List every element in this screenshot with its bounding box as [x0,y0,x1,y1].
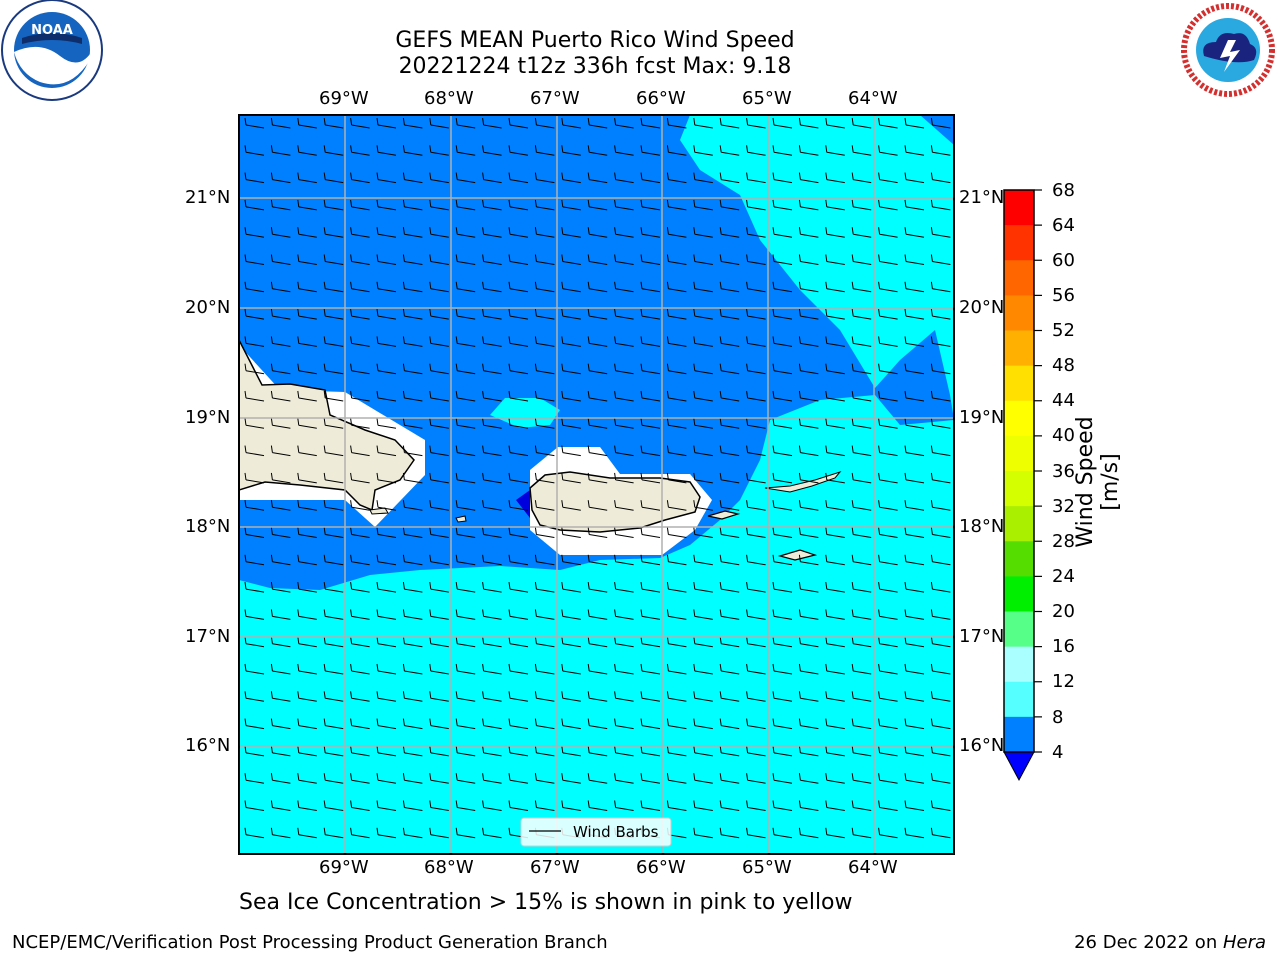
svg-text:NOAA: NOAA [31,23,73,38]
colorbar-tick: 44 [1052,390,1075,411]
lat-label-right: 20°N [959,297,1005,318]
wind-barbs [244,117,951,839]
title-line-2: 20221224 t12z 336h fcst Max: 9.18 [398,54,792,79]
colorbar [1003,189,1042,782]
title-line-1: GEFS MEAN Puerto Rico Wind Speed [395,28,795,53]
colorbar-tick: 8 [1052,707,1064,728]
colorbar-tick: 20 [1052,601,1075,622]
lon-label-bottom: 68°W [424,857,474,878]
colorbar-segment [1004,190,1034,226]
colorbar-tick: 24 [1052,566,1075,587]
legend-label: Wind Barbs [573,823,659,841]
land-hispaniola [239,339,415,512]
lon-label-bottom: 66°W [636,857,686,878]
colorbar-segment [1004,646,1034,683]
lon-label-top: 65°W [742,88,792,109]
colorbar-segment [1004,330,1034,367]
lat-label-left: 21°N [185,187,231,208]
footer-date-text: 26 Dec 2022 on [1074,932,1223,953]
colorbar-segment [1004,681,1034,718]
colorbar-segment [1004,716,1034,752]
colorbar-segment [1004,295,1034,331]
lon-label-bottom: 64°W [848,857,898,878]
colorbar-tick: 52 [1052,320,1075,341]
lat-label-right: 21°N [959,187,1005,208]
land-mona [455,515,467,523]
map-gridlines [239,115,954,854]
lat-label-left: 18°N [185,516,231,537]
wind-barbs-legend: Wind Barbs [520,817,672,847]
lat-label-left: 20°N [185,297,231,318]
lon-label-bottom: 65°W [742,857,792,878]
sea-ice-note: Sea Ice Concentration > 15% is shown in … [239,890,853,915]
colorbar-segment [1004,611,1034,648]
land-virgin-islands [764,471,842,493]
lon-label-top: 67°W [530,88,580,109]
lat-label-left: 16°N [185,735,231,756]
colorbar-tick: 16 [1052,636,1075,657]
colorbar-tick: 32 [1052,496,1075,517]
colorbar-tick: 56 [1052,285,1075,306]
deep-blue-point [516,490,530,518]
land-st-croix [777,549,818,561]
lon-label-bottom: 67°W [530,857,580,878]
colorbar-tick: 28 [1052,531,1075,552]
colorbar-tick: 4 [1052,742,1064,763]
lat-label-right: 17°N [959,626,1005,647]
colorbar-segment [1004,471,1034,507]
footer-credit: NCEP/EMC/Verification Post Processing Pr… [12,932,608,953]
colorbar-tick: 68 [1052,180,1075,201]
colorbar-segment [1004,576,1034,612]
land-saona [369,507,389,515]
lat-label-right: 19°N [959,407,1005,428]
lon-label-top: 68°W [424,88,474,109]
colorbar-segment [1004,400,1034,437]
lat-label-left: 17°N [185,626,231,647]
colorbar-tick: 64 [1052,215,1075,236]
wind-band-4-8-corner [920,115,954,145]
lon-label-top: 64°W [848,88,898,109]
noaa-logo: NOAA [0,0,104,104]
wind-band-8-12-patch [490,398,560,428]
colorbar-tick: 40 [1052,425,1075,446]
nws-logo [1176,0,1280,100]
colorbar-label: Wind Speed [m/s] [1073,416,1123,548]
colorbar-tick: 12 [1052,671,1075,692]
colorbar-segment [1004,506,1034,542]
lat-label-right: 16°N [959,735,1005,756]
lon-label-bottom: 69°W [319,857,369,878]
colorbar-segment [1004,225,1034,261]
colorbar-tick: 48 [1052,355,1075,376]
chart-title: GEFS MEAN Puerto Rico Wind Speed 2022122… [0,28,1190,80]
colorbar-tick: 60 [1052,250,1075,271]
lat-label-left: 19°N [185,407,231,428]
lon-label-top: 69°W [319,88,369,109]
footer-host: Hera [1222,932,1266,953]
colorbar-extend-min [1003,751,1035,782]
lat-label-right: 18°N [959,516,1005,537]
lon-label-top: 66°W [636,88,686,109]
colorbar-segment [1004,435,1034,472]
colorbar-tick: 36 [1052,461,1075,482]
colorbar-segment [1004,365,1034,402]
footer-date: 26 Dec 2022 on Hera [1074,932,1266,953]
land-vieques [707,510,741,520]
colorbar-segment [1004,260,1034,296]
map-frame [238,114,955,855]
colorbar-segment [1004,541,1034,577]
